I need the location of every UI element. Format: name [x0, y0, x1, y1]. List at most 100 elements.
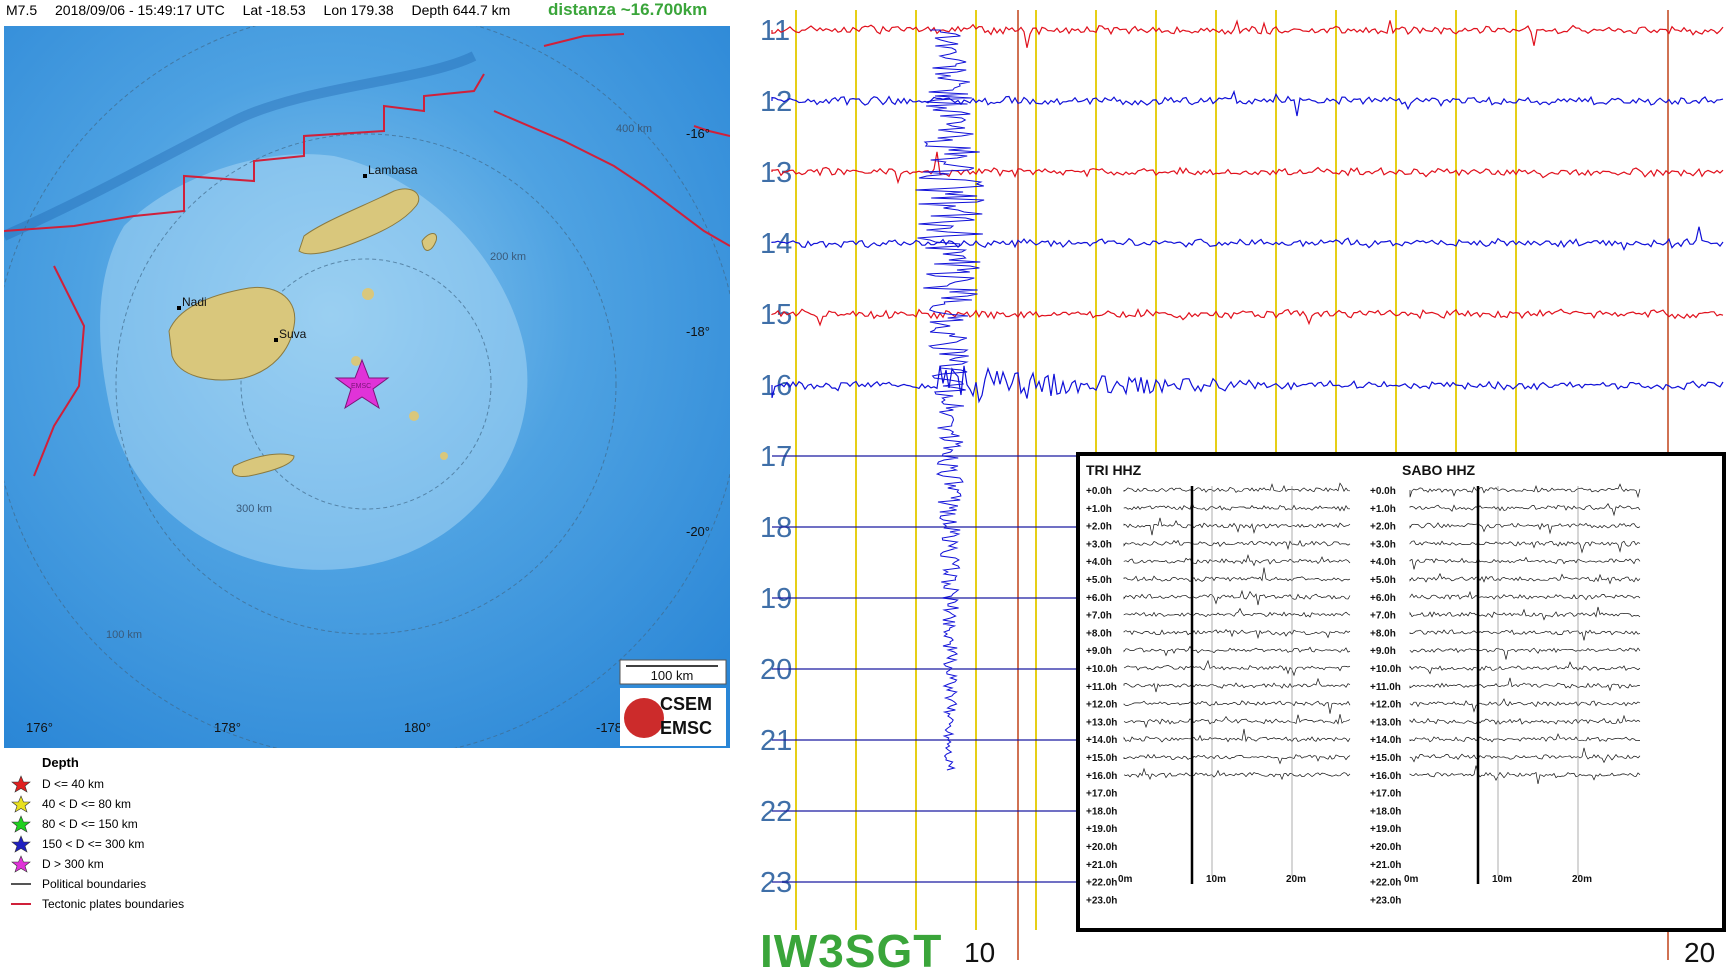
- legend-label: D <= 40 km: [42, 777, 105, 791]
- offset-label: +4.0h: [1370, 557, 1396, 568]
- offset-label: +1.0h: [1370, 504, 1396, 515]
- offset-label: +2.0h: [1370, 522, 1396, 533]
- offset-label: +22.0h: [1086, 878, 1117, 889]
- town-marker: [363, 174, 367, 178]
- seismogram-trace: [771, 365, 1724, 404]
- offset-label: +12.0h: [1086, 700, 1117, 711]
- offset-label: +12.0h: [1370, 700, 1401, 711]
- offset-label: +17.0h: [1370, 789, 1401, 800]
- inset-trace: [1123, 767, 1351, 781]
- offset-label: +20.0h: [1086, 842, 1117, 853]
- ring-100: [240, 258, 492, 510]
- star-icon: [11, 855, 31, 873]
- seismogram-trace: [771, 151, 1724, 185]
- star-icon: [11, 775, 31, 793]
- offset-label: +14.0h: [1370, 735, 1401, 746]
- offset-label: +10.0h: [1370, 664, 1401, 675]
- epicenter-star-icon: [334, 358, 390, 410]
- inset-trace: [1123, 539, 1351, 551]
- island-viti-levu: [168, 286, 296, 381]
- inset-trace: [1123, 714, 1351, 729]
- legend-item: D > 300 km: [4, 855, 304, 873]
- legend-star-shape: [11, 855, 31, 873]
- lat-label: -16°: [686, 126, 710, 141]
- epicenter-map: Lambasa Nadi Suva 400 km 200 km 300 km 1…: [4, 26, 730, 748]
- legend-label: Political boundaries: [42, 877, 147, 891]
- offset-label: +20.0h: [1370, 842, 1401, 853]
- hour-label: 21: [760, 725, 792, 757]
- offset-label: +18.0h: [1086, 806, 1117, 817]
- hour-label: 19: [760, 583, 792, 615]
- town-marker: [274, 338, 278, 342]
- plate-boundary: [493, 110, 730, 247]
- star-icon: [11, 815, 31, 833]
- inset-title-sabo: SABO HHZ: [1402, 462, 1476, 478]
- offset-label: +11.0h: [1086, 682, 1117, 693]
- island-vanua-levu: [298, 188, 420, 255]
- event-depth: Depth 644.7 km: [411, 2, 511, 18]
- inset-minute-label: 20m: [1286, 874, 1306, 885]
- legend-item: Tectonic plates boundaries: [4, 895, 304, 913]
- islet: [440, 452, 448, 460]
- town-marker: [177, 306, 181, 310]
- offset-label: +11.0h: [1370, 682, 1401, 693]
- plate-boundary: [33, 265, 86, 477]
- offset-label: +3.0h: [1370, 539, 1396, 550]
- earthquake-waveform: [915, 29, 985, 771]
- inset-trace: [1123, 728, 1351, 743]
- inset-trace: [1409, 661, 1641, 675]
- offset-label: +21.0h: [1370, 860, 1401, 871]
- offset-label: +5.0h: [1086, 575, 1112, 586]
- ring-200: [115, 133, 617, 635]
- legend-item: 80 < D <= 150 km: [4, 815, 304, 833]
- distance-label: distanza ~16.700km: [548, 0, 708, 19]
- offset-label: +5.0h: [1370, 575, 1396, 586]
- hour-label: 17: [760, 441, 792, 473]
- legend-label: 150 < D <= 300 km: [42, 837, 145, 851]
- legend-item: Political boundaries: [4, 875, 304, 893]
- inset-trace: [1409, 733, 1641, 743]
- offset-label: +7.0h: [1370, 611, 1396, 622]
- inset-minute-label: 20m: [1572, 874, 1592, 885]
- legend-item: 150 < D <= 300 km: [4, 835, 304, 853]
- inset-trace: [1409, 556, 1641, 570]
- lon-label: 180°: [404, 720, 431, 735]
- offset-label: +1.0h: [1086, 504, 1112, 515]
- ring-label: 400 km: [616, 123, 652, 135]
- inset-panels: +0.0h +1.0h +2.0h +3.0h +4.0h +5.0h +6.0h +7.0h…: [1086, 482, 1641, 906]
- offset-label: +0.0h: [1370, 486, 1396, 497]
- legend-star-shape: [11, 775, 31, 793]
- legend-star-shape: [11, 815, 31, 833]
- offset-label: +2.0h: [1086, 522, 1112, 533]
- offset-label: +23.0h: [1086, 895, 1117, 906]
- inset-trace: [1123, 700, 1351, 714]
- islet: [362, 288, 374, 300]
- hour-label: 11: [760, 15, 790, 47]
- island-taveuni: [421, 233, 438, 251]
- inset-trace: [1123, 589, 1351, 606]
- hour-label: 18: [760, 512, 792, 544]
- legend-label: 80 < D <= 150 km: [42, 817, 138, 831]
- station-callsign: IW3SGT: [760, 925, 943, 977]
- inset-trace: [1409, 714, 1641, 725]
- islet: [409, 411, 419, 421]
- offset-label: +8.0h: [1086, 628, 1112, 639]
- inset-trace: [1409, 540, 1641, 554]
- inset-trace: [1409, 572, 1641, 585]
- legend-star-shape: [11, 795, 31, 813]
- inset-trace: [1409, 483, 1641, 499]
- plate-boundary: [4, 73, 485, 232]
- inset-minute-label: 0m: [1118, 874, 1133, 885]
- epicenter-label: EMSC: [351, 383, 371, 390]
- ring-label: 200 km: [490, 251, 526, 263]
- place-label-lambasa: Lambasa: [368, 163, 418, 177]
- lon-label: 176°: [26, 720, 53, 735]
- inset-trace: [1409, 647, 1641, 660]
- hour-label: 22: [760, 796, 792, 828]
- lon-label: -178: [596, 720, 622, 735]
- inset-trace: [1409, 698, 1641, 713]
- trench: [4, 51, 477, 241]
- hour-label: 12: [760, 86, 792, 118]
- offset-label: +14.0h: [1086, 735, 1117, 746]
